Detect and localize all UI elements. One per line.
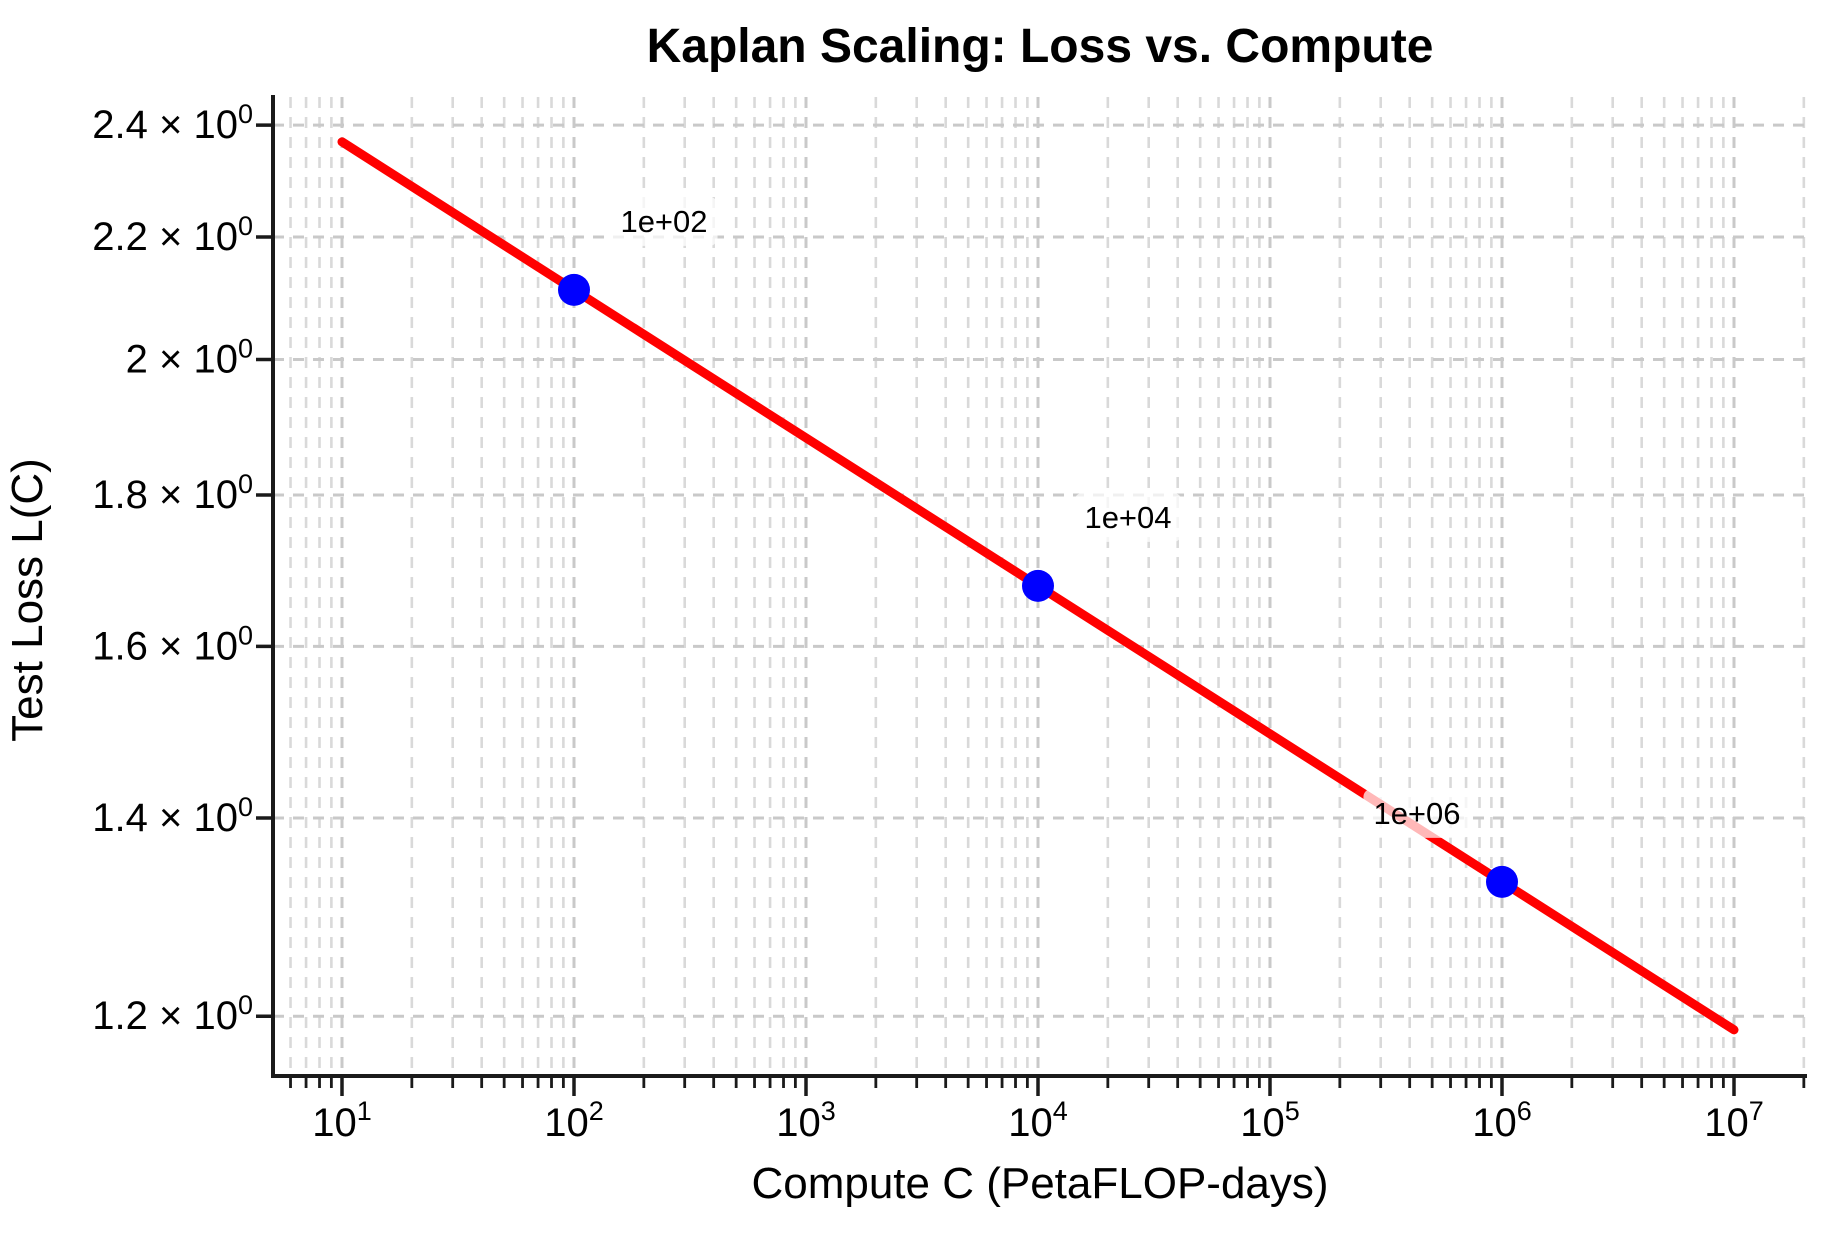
data-point [1022,569,1054,602]
x-tick-label: 102 [544,1096,604,1145]
x-tick-label: 101 [312,1096,372,1145]
x-tick-label: 103 [776,1096,836,1145]
y-axis-label: Test Loss L(C) [3,458,52,742]
point-annotation: 1e+06 [1373,796,1460,831]
data-layer [337,137,1739,1035]
y-tick-label: 2.4 × 100 [92,99,253,147]
minor-grid-layer [289,97,1806,1076]
y-tick-label: 1.6 × 100 [92,620,253,668]
y-tick-label: 2.2 × 100 [92,211,253,259]
annotation-bbox [610,196,718,246]
x-tick-label: 105 [1240,1096,1300,1145]
data-point [558,273,590,306]
annotation-bbox [1363,788,1471,838]
y-tick-label: 1.4 × 100 [92,792,253,840]
point-annotation: 1e+04 [1084,500,1171,535]
x-tick-label: 106 [1472,1096,1532,1145]
axis-layer: 101 102 103 104 105 106 107 1.2 × 100 1.4 × 100 1… [92,95,1807,1145]
point-annotation: 1e+02 [620,204,707,239]
y-tick-label: 1.2 × 100 [92,990,253,1038]
chart-title: Kaplan Scaling: Loss vs. Compute [647,20,1434,73]
y-tick-label: 2 × 100 [126,334,253,382]
x-tick-label: 107 [1704,1096,1764,1145]
data-point [1486,865,1518,898]
annotation-layer: 1e+02 1e+04 1e+06 [610,196,1471,838]
x-axis-label: Compute C (PetaFLOP-days) [751,1159,1328,1208]
x-tick-label: 104 [1008,1096,1068,1145]
y-tick-label: 1.8 × 100 [92,469,253,517]
annotation-bbox [1074,492,1182,542]
